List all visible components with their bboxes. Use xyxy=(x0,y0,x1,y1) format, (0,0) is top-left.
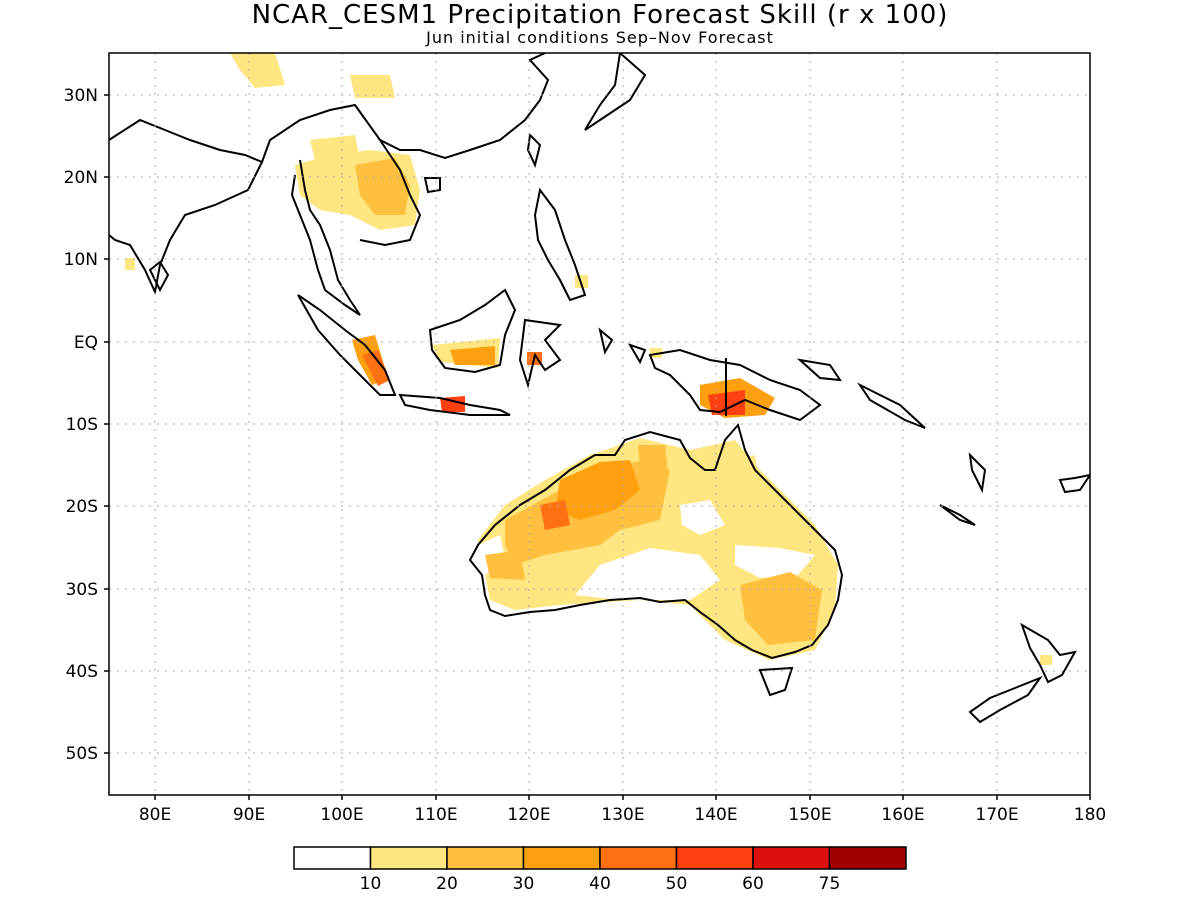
lon-tick-label: 110E xyxy=(414,805,457,825)
colorbar xyxy=(293,846,907,870)
axis-ticks xyxy=(104,94,1091,800)
colorbar-swatch xyxy=(599,846,678,870)
lat-tick-label: 30N xyxy=(64,86,98,106)
colorbar-swatch xyxy=(293,846,372,870)
lat-tick-label: 50S xyxy=(66,744,98,764)
colorbar-label: 60 xyxy=(742,874,764,894)
chart-title: NCAR_CESM1 Precipitation Forecast Skill … xyxy=(251,0,949,30)
lon-tick-label: 160E xyxy=(881,805,924,825)
colorbar-swatch xyxy=(369,846,448,870)
lon-tick-label: 150E xyxy=(788,805,831,825)
skill-shading xyxy=(125,53,1052,665)
lon-tick-label: 140E xyxy=(694,805,737,825)
colorbar-label: 40 xyxy=(589,874,611,894)
lon-tick-label: 130E xyxy=(601,805,644,825)
lat-tick-label: 30S xyxy=(66,580,98,600)
lat-tick-label: 10S xyxy=(66,415,98,435)
lat-tick-label: 10N xyxy=(64,250,98,270)
colorbar-label: 10 xyxy=(360,874,382,894)
gridlines xyxy=(109,53,1090,795)
colorbar-labels: 10 20 30 40 50 60 75 xyxy=(360,874,841,894)
lon-tick-label: 120E xyxy=(507,805,550,825)
lat-tick-label: 20S xyxy=(66,497,98,517)
lat-tick-label: 20N xyxy=(64,168,98,188)
colorbar-swatch xyxy=(446,846,525,870)
chart-subtitle: Jun initial conditions Sep–Nov Forecast xyxy=(426,28,774,47)
lon-tick-labels: 80E 90E 100E 110E 120E 130E 140E 150E 16… xyxy=(139,805,1106,825)
colorbar-label: 20 xyxy=(436,874,458,894)
colorbar-swatch xyxy=(828,846,907,870)
colorbar-label: 50 xyxy=(666,874,688,894)
lat-tick-label: EQ xyxy=(74,333,98,353)
lon-tick-label: 170E xyxy=(975,805,1018,825)
lon-tick-label: 180 xyxy=(1074,805,1106,825)
colorbar-label: 30 xyxy=(513,874,535,894)
lat-tick-label: 40S xyxy=(66,662,98,682)
colorbar-swatch xyxy=(522,846,601,870)
lat-tick-labels: 30N 20N 10N EQ 10S 20S 30S 40S 50S xyxy=(64,86,98,764)
lon-tick-label: 90E xyxy=(233,805,265,825)
colorbar-swatch xyxy=(675,846,754,870)
colorbar-label: 75 xyxy=(819,874,841,894)
lon-tick-label: 80E xyxy=(139,805,171,825)
lon-tick-label: 100E xyxy=(320,805,363,825)
coastlines xyxy=(109,53,1090,724)
colorbar-swatch xyxy=(752,846,831,870)
